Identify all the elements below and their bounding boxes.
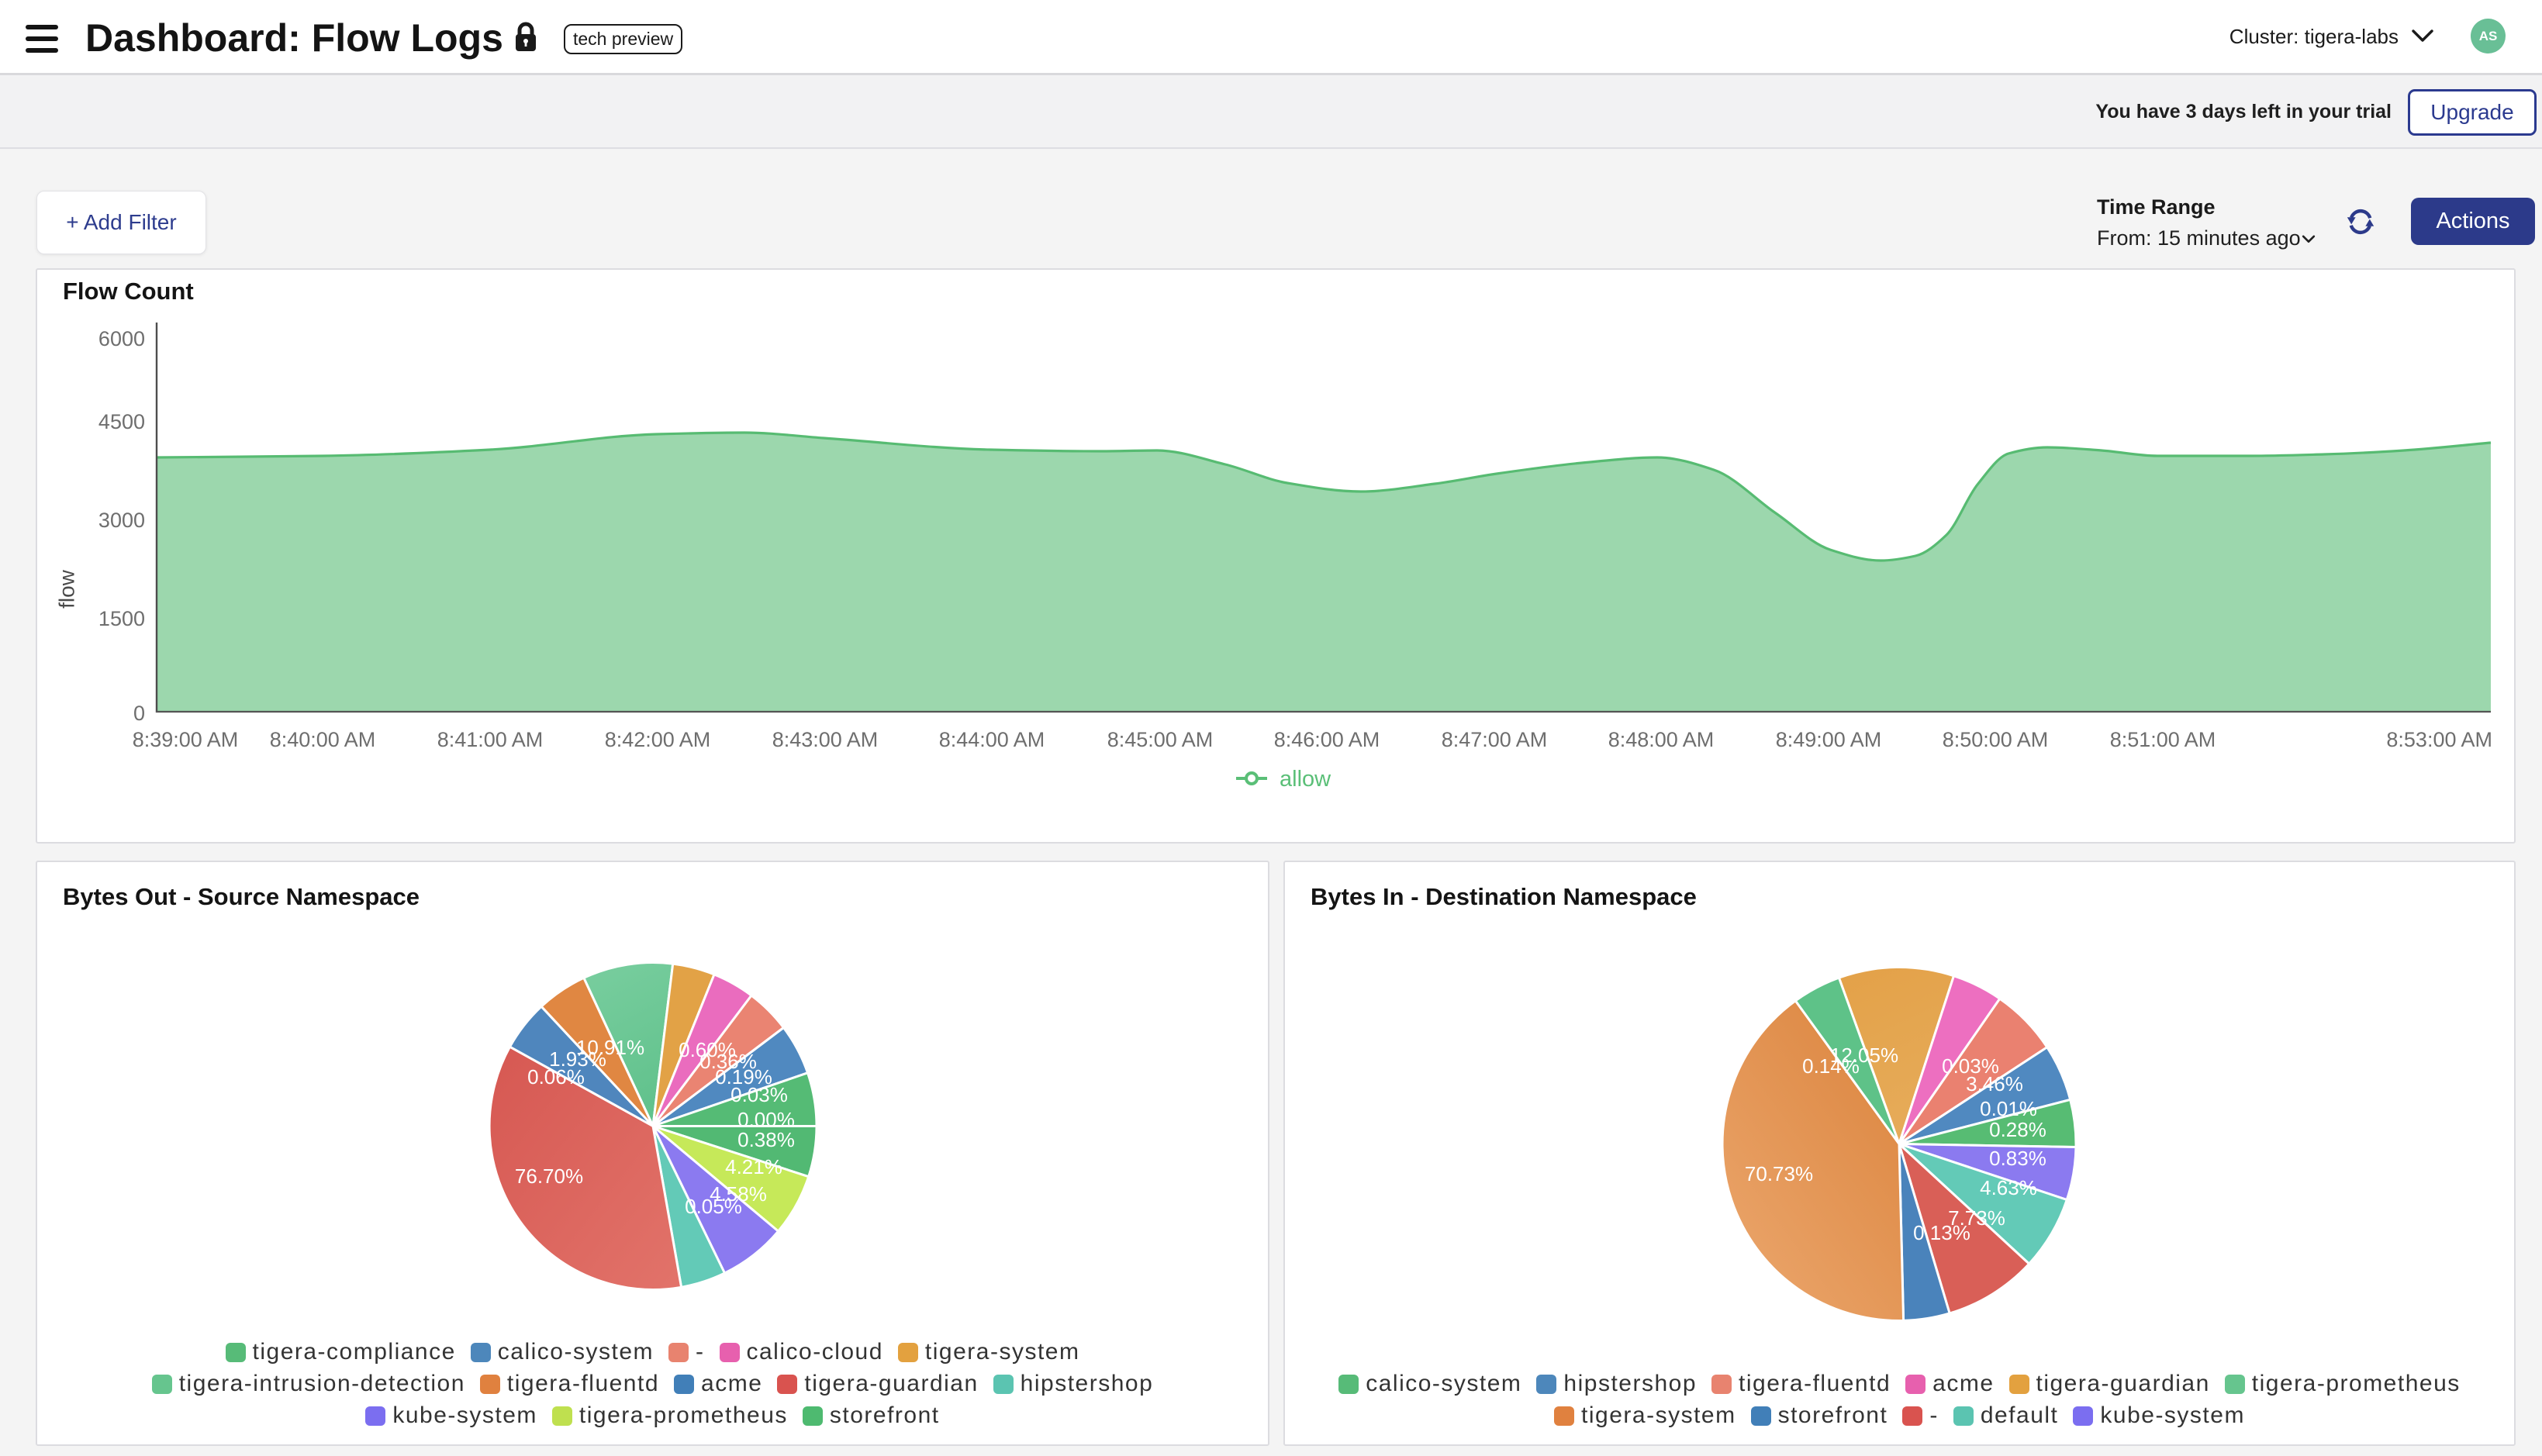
svg-text:8:46:00 AM: 8:46:00 AM	[1274, 728, 1380, 751]
svg-text:6000: 6000	[98, 327, 145, 350]
svg-text:3.46%: 3.46%	[1966, 1072, 2023, 1095]
svg-text:8:42:00 AM: 8:42:00 AM	[605, 728, 711, 751]
svg-text:0.03%: 0.03%	[1942, 1054, 1999, 1078]
svg-text:8:47:00 AM: 8:47:00 AM	[1442, 728, 1548, 751]
svg-text:8:43:00 AM: 8:43:00 AM	[772, 728, 879, 751]
svg-text:76.70%: 76.70%	[515, 1164, 583, 1188]
svg-text:8:44:00 AM: 8:44:00 AM	[939, 728, 1045, 751]
svg-text:0: 0	[133, 702, 145, 725]
svg-text:Flow Count: Flow Count	[63, 278, 194, 305]
svg-text:0.03%: 0.03%	[730, 1083, 788, 1106]
svg-text:8:39:00 AM: 8:39:00 AM	[133, 728, 239, 751]
svg-text:allow: allow	[1280, 767, 1331, 792]
svg-text:8:41:00 AM: 8:41:00 AM	[437, 728, 544, 751]
svg-text:0.13%: 0.13%	[1913, 1221, 1970, 1244]
svg-text:1.93%: 1.93%	[549, 1047, 606, 1071]
svg-text:3000: 3000	[98, 509, 145, 532]
svg-text:4.58%: 4.58%	[710, 1182, 767, 1206]
svg-text:8:48:00 AM: 8:48:00 AM	[1608, 728, 1715, 751]
svg-text:8:50:00 AM: 8:50:00 AM	[1943, 728, 2049, 751]
svg-text:0.60%: 0.60%	[679, 1038, 736, 1061]
svg-text:8:53:00 AM: 8:53:00 AM	[2386, 728, 2492, 751]
svg-text:0.06%: 0.06%	[527, 1065, 585, 1089]
svg-text:10.91%: 10.91%	[576, 1036, 644, 1059]
svg-text:0.05%: 0.05%	[685, 1195, 742, 1218]
svg-text:0.19%: 0.19%	[715, 1065, 772, 1089]
svg-text:Bytes In - Destination Namespa: Bytes In - Destination Namespace	[1311, 883, 1697, 910]
svg-text:Bytes Out - Source Namespace: Bytes Out - Source Namespace	[63, 883, 420, 910]
svg-text:12.05%: 12.05%	[1830, 1044, 1898, 1067]
svg-text:0.14%: 0.14%	[1802, 1054, 1860, 1078]
svg-text:8:51:00 AM: 8:51:00 AM	[2110, 728, 2216, 751]
svg-text:0.00%: 0.00%	[737, 1108, 795, 1131]
svg-text:4.63%: 4.63%	[1980, 1176, 2037, 1199]
svg-text:0.36%: 0.36%	[699, 1050, 757, 1073]
svg-text:7.73%: 7.73%	[1948, 1206, 2005, 1230]
svg-text:8:40:00 AM: 8:40:00 AM	[270, 728, 376, 751]
svg-text:4500: 4500	[98, 410, 145, 433]
svg-text:0.38%: 0.38%	[737, 1128, 795, 1151]
svg-text:0.83%: 0.83%	[1989, 1147, 2046, 1170]
svg-text:0.01%: 0.01%	[1980, 1097, 2037, 1120]
svg-text:70.73%: 70.73%	[1745, 1162, 1813, 1185]
svg-text:8:49:00 AM: 8:49:00 AM	[1776, 728, 1882, 751]
svg-text:flow: flow	[55, 569, 79, 609]
svg-text:1500: 1500	[98, 607, 145, 630]
svg-text:8:45:00 AM: 8:45:00 AM	[1107, 728, 1214, 751]
svg-text:4.21%: 4.21%	[725, 1155, 782, 1178]
svg-text:0.28%: 0.28%	[1989, 1118, 2046, 1141]
